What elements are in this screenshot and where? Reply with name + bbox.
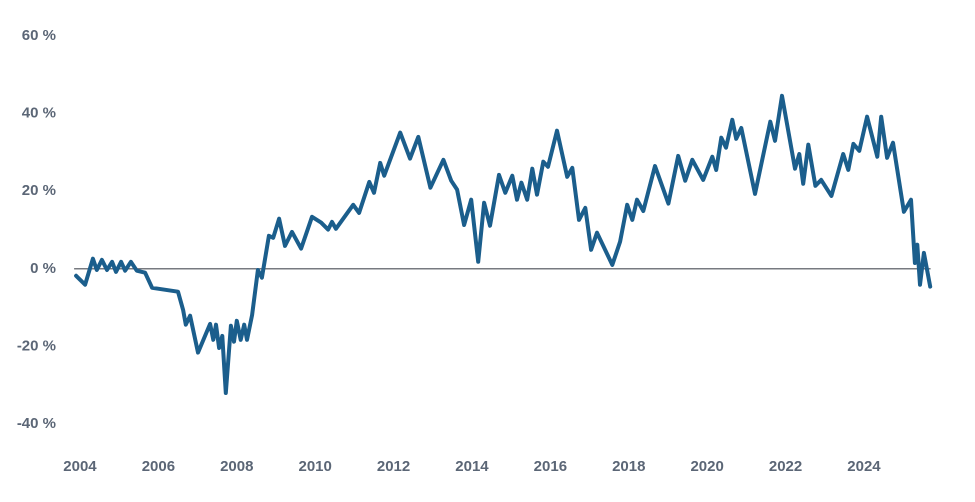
x-tick-label: 2012	[377, 458, 410, 475]
x-tick-label: 2016	[534, 458, 567, 475]
y-tick-label: 40 %	[22, 105, 56, 122]
x-tick-label: 2018	[612, 458, 645, 475]
y-tick-label: -40 %	[17, 415, 56, 432]
x-tick-label: 2020	[690, 458, 723, 475]
x-tick-label: 2008	[220, 458, 253, 475]
y-tick-label: -20 %	[17, 337, 56, 354]
y-tick-label: 60 %	[22, 27, 56, 44]
x-tick-label: 2006	[142, 458, 175, 475]
y-tick-label: 0 %	[30, 260, 56, 277]
y-tick-label: 20 %	[22, 182, 56, 199]
x-tick-label: 2014	[455, 458, 489, 475]
x-tick-label: 2024	[847, 458, 881, 475]
x-tick-label: 2010	[298, 458, 331, 475]
x-tick-label: 2004	[63, 458, 97, 475]
data-line	[74, 93, 933, 395]
x-tick-label: 2022	[769, 458, 802, 475]
